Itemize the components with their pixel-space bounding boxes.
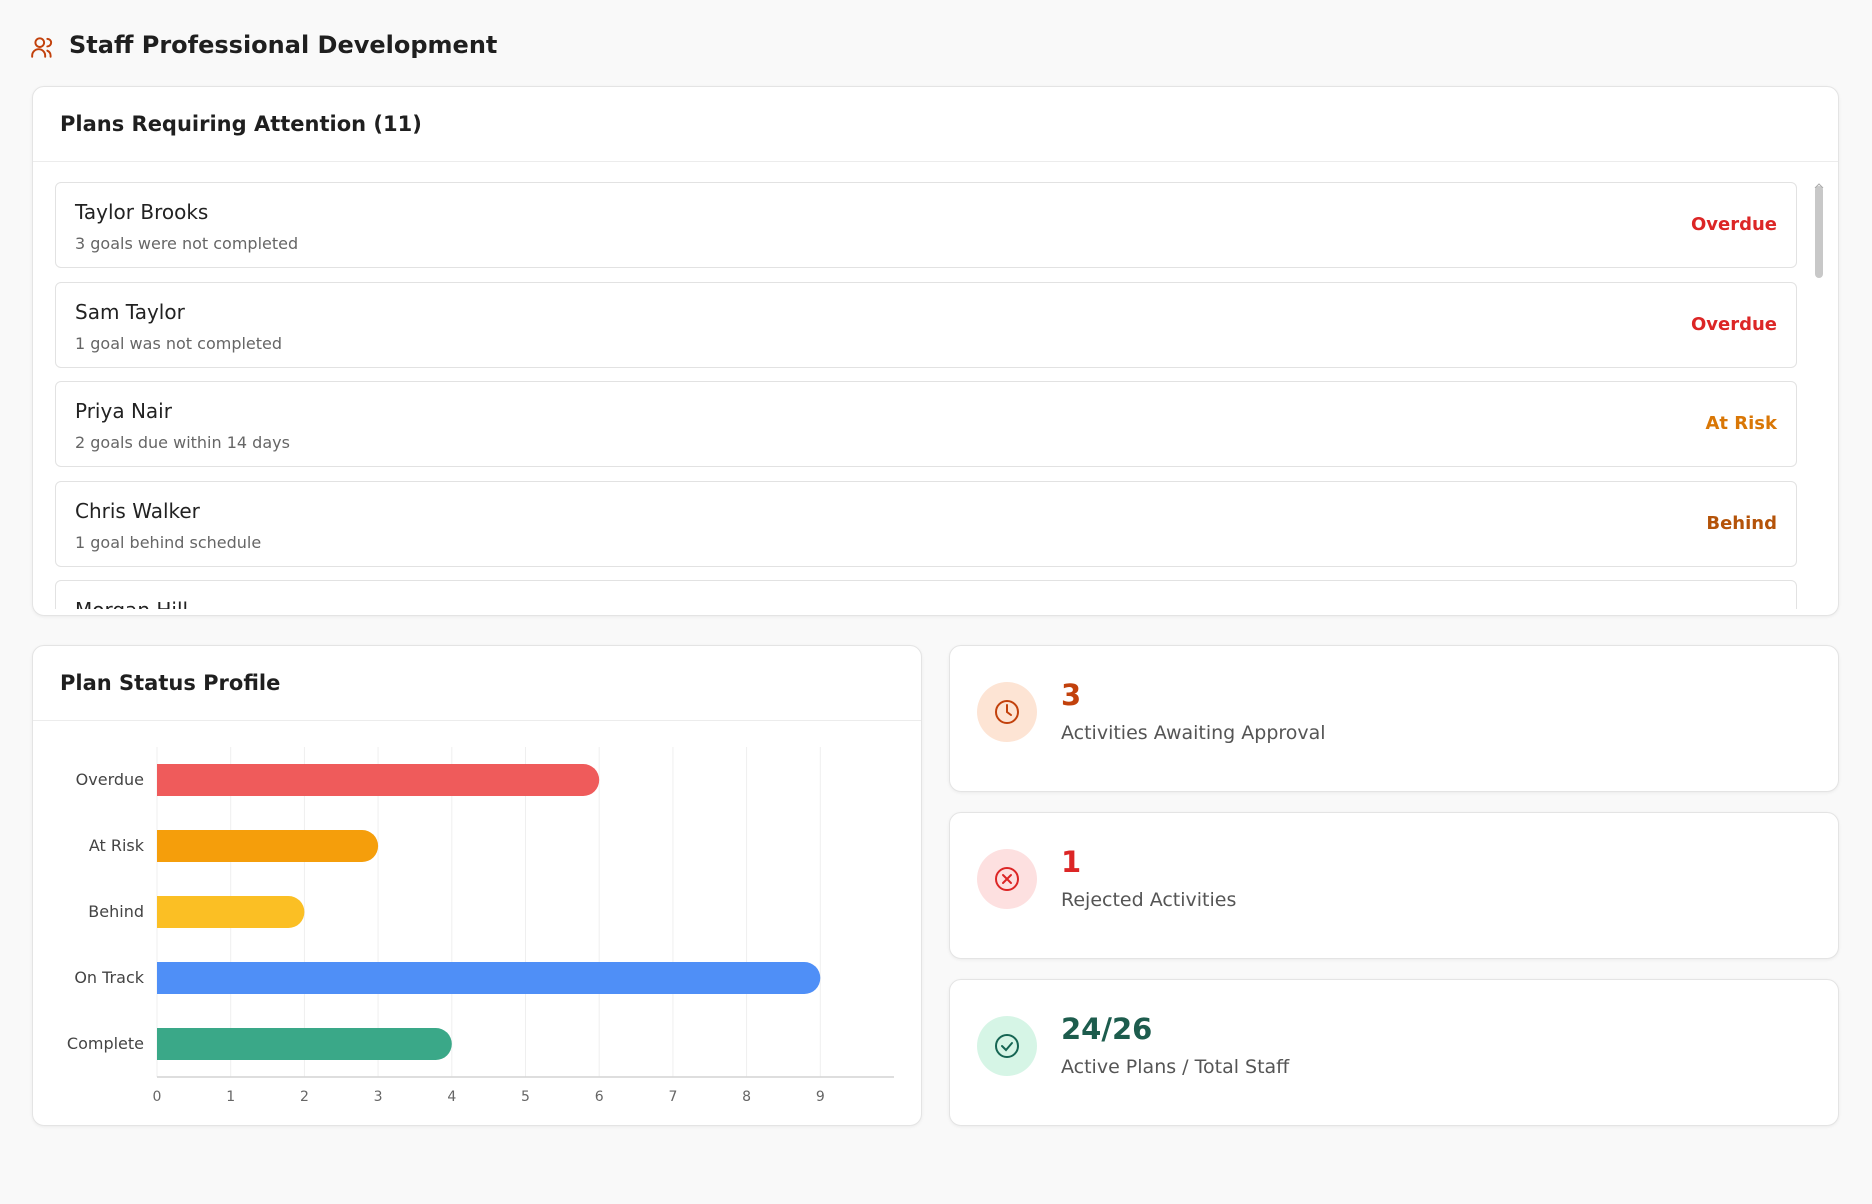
item-status: At Risk xyxy=(1705,413,1777,434)
x-tick-label: 3 xyxy=(374,1089,383,1105)
stat-label: Rejected Activities xyxy=(1061,889,1237,911)
staff-name: Morgan Hill xyxy=(75,598,188,609)
chart-title: Plan Status Profile xyxy=(33,646,921,721)
x-tick-label: 9 xyxy=(816,1089,825,1105)
reject-icon xyxy=(977,849,1037,909)
item-list[interactable]: Taylor Brooks 3 goals were not completed O… xyxy=(33,162,1813,609)
x-tick-label: 6 xyxy=(595,1089,604,1105)
stat-value: 24/26 xyxy=(1061,1012,1153,1046)
stat-card: 24/26 Active Plans / Total Staff xyxy=(949,979,1839,1126)
item-detail: 2 goals due within 14 days xyxy=(75,433,290,452)
x-tick-label: 4 xyxy=(447,1089,456,1105)
item-status: Behind xyxy=(1706,512,1777,534)
bar xyxy=(157,830,379,862)
attention-item[interactable]: Sam Taylor 1 goal was not completed Overdu… xyxy=(55,281,1797,368)
item-status: Overdue xyxy=(1690,214,1777,235)
clock-icon xyxy=(977,682,1037,742)
bar xyxy=(157,764,600,796)
item-detail: 1 goal behind schedule xyxy=(75,532,262,552)
x-tick-label: 5 xyxy=(521,1089,530,1105)
y-tick-label: At Risk xyxy=(89,836,145,855)
stat-value: 1 xyxy=(1061,845,1082,879)
attention-item[interactable]: Morgan Hill xyxy=(55,580,1797,609)
stat-card: 1 Rejected Activities xyxy=(949,812,1839,959)
panel-title: Plans Requiring Attention (11) xyxy=(33,87,1838,162)
x-tick-label: 0 xyxy=(153,1089,162,1105)
bar xyxy=(157,962,821,994)
staff-name: Taylor Brooks xyxy=(75,200,209,224)
stat-card: 3 Activities Awaiting Approval xyxy=(949,645,1839,792)
bar xyxy=(157,896,305,928)
header-icon xyxy=(31,37,53,58)
attention-item[interactable]: Taylor Brooks 3 goals were not completed O… xyxy=(55,182,1797,268)
attention-item[interactable]: Priya Nair 2 goals due within 14 days At R… xyxy=(55,381,1797,467)
attention-panel: Plans Requiring Attention (11) Taylor Br… xyxy=(32,86,1839,616)
item-status: Overdue xyxy=(1690,313,1777,335)
staff-name: Priya Nair xyxy=(75,399,172,423)
check-icon xyxy=(977,1016,1037,1076)
item-detail: 3 goals were not completed xyxy=(75,234,299,253)
x-tick-label: 1 xyxy=(226,1089,235,1105)
scrollbar[interactable] xyxy=(1815,186,1823,278)
scroll-arrow xyxy=(1814,183,1824,189)
y-tick-label: Behind xyxy=(88,902,144,921)
y-tick-label: Overdue xyxy=(76,770,144,789)
attention-item[interactable]: Chris Walker 1 goal behind schedule Behind xyxy=(55,480,1797,567)
y-tick-label: Complete xyxy=(67,1034,144,1053)
x-tick-label: 2 xyxy=(300,1089,309,1105)
staff-name: Chris Walker xyxy=(75,498,200,523)
stat-label: Activities Awaiting Approval xyxy=(1061,722,1326,744)
stat-value: 3 xyxy=(1061,678,1082,712)
item-detail: 1 goal was not completed xyxy=(75,333,283,353)
bar xyxy=(157,1028,452,1060)
stat-label: Active Plans / Total Staff xyxy=(1061,1056,1290,1078)
staff-name: Sam Taylor xyxy=(75,299,185,324)
x-tick-label: 7 xyxy=(668,1089,677,1105)
chart: 0 1 2 3 4 5 6 7 8 9 Overdue At Risk Behind On Track Co… xyxy=(67,747,894,1105)
y-tick-label: On Track xyxy=(74,968,144,987)
chart-panel: Plan Status Profile 0 1 2 3 4 5 6 7 8 9 Overdue At … xyxy=(32,645,922,1126)
page-title: Staff Professional Development xyxy=(69,31,498,59)
x-tick-label: 8 xyxy=(742,1089,751,1105)
